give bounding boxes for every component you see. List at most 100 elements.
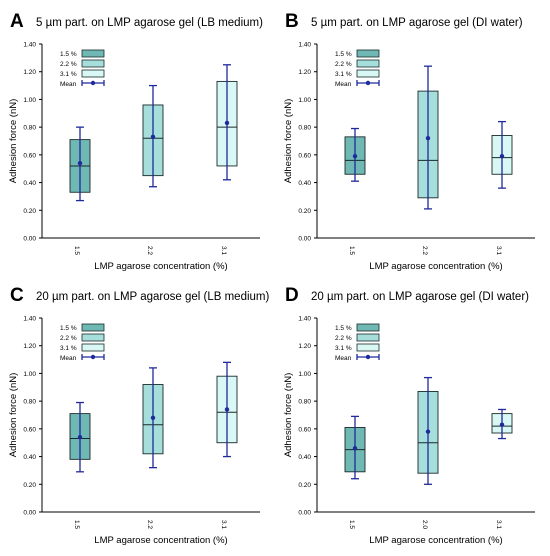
legend-swatch xyxy=(356,333,380,342)
y-tick-label: 1.40 xyxy=(23,42,36,49)
legend-label: 2.2 % xyxy=(60,335,77,342)
box-1-5 xyxy=(69,401,91,473)
legend-label: 2.2 % xyxy=(335,61,352,68)
y-tick-label: 1.40 xyxy=(23,316,36,323)
mean-point xyxy=(499,154,505,159)
x-tick-label: 2.0 xyxy=(421,520,428,529)
y-tick-label: 0.40 xyxy=(298,180,311,187)
y-tick-label: 0.00 xyxy=(298,236,311,243)
x-tick-label: 3.1 xyxy=(220,246,227,255)
box-2-2 xyxy=(142,367,164,469)
y-tick-label: 0.60 xyxy=(23,426,36,433)
chart-title: 5 µm part. on LMP agarose gel (LB medium… xyxy=(36,17,263,29)
y-axis-label: Adhesion force (nN) xyxy=(8,99,19,183)
mean-point xyxy=(77,160,83,166)
legend-swatch xyxy=(81,343,105,352)
panel-a: A 5 µm part. on LMP agarose gel (LB mediu… xyxy=(8,11,263,272)
box-2-2 xyxy=(417,65,439,210)
x-axis-label: LMP agarose concentration (%) xyxy=(94,535,227,546)
legend-swatch xyxy=(81,323,105,332)
x-tick-label: 1.5 xyxy=(348,520,355,529)
y-tick-label: 0.80 xyxy=(23,125,36,132)
x-tick-label: 2.2 xyxy=(421,246,428,255)
mean-point xyxy=(150,134,156,140)
panel-letter: C xyxy=(10,285,24,306)
x-tick-label: 3.1 xyxy=(495,520,502,529)
mean-point xyxy=(224,120,230,126)
panel-letter: A xyxy=(10,11,24,32)
legend-mean-point xyxy=(90,354,96,360)
legend-mean-point xyxy=(365,80,371,86)
y-tick-label: 0.60 xyxy=(298,426,311,433)
y-tick-label: 1.20 xyxy=(298,343,311,350)
x-tick-label: 3.1 xyxy=(220,520,227,529)
y-tick-label: 0.00 xyxy=(298,510,311,517)
mean-point xyxy=(150,415,156,420)
y-tick-label: 1.00 xyxy=(298,371,311,378)
x-tick-label: 1.5 xyxy=(73,520,80,529)
mean-point xyxy=(499,422,505,427)
mean-point xyxy=(425,136,431,141)
y-tick-label: 0.20 xyxy=(298,482,311,489)
chart-title: 20 µm part. on LMP agarose gel (DI water… xyxy=(311,291,529,303)
panel-c: C 20 µm part. on LMP agarose gel (LB medi… xyxy=(8,285,270,546)
mean-point xyxy=(352,154,358,159)
y-tick-label: 0.00 xyxy=(23,236,36,243)
legend-swatch xyxy=(81,49,105,58)
y-tick-label: 1.00 xyxy=(298,97,311,104)
x-tick-label: 1.5 xyxy=(73,246,80,255)
legend-swatch xyxy=(356,323,380,332)
y-tick-label: 1.00 xyxy=(23,97,36,104)
y-tick-label: 0.20 xyxy=(23,482,36,489)
legend-swatch xyxy=(81,333,105,342)
legend-swatch xyxy=(356,69,380,78)
legend-label: 3.1 % xyxy=(60,71,77,78)
y-tick-label: 0.40 xyxy=(298,454,311,461)
mean-point xyxy=(77,434,83,440)
box-2-0 xyxy=(417,376,439,485)
x-axis-label: LMP agarose concentration (%) xyxy=(94,261,227,272)
legend-swatch xyxy=(356,49,380,58)
mean-point xyxy=(425,429,431,434)
legend-swatch xyxy=(81,69,105,78)
legend-swatch xyxy=(81,59,105,68)
legend-label: 3.1 % xyxy=(335,71,352,78)
y-tick-label: 1.20 xyxy=(23,69,36,76)
y-tick-label: 0.60 xyxy=(23,152,36,159)
chart-title: 20 µm part. on LMP agarose gel (LB mediu… xyxy=(36,291,270,303)
x-axis-label: LMP agarose concentration (%) xyxy=(369,535,502,546)
box-1-5 xyxy=(344,415,366,480)
legend-label: 2.2 % xyxy=(60,61,77,68)
y-axis-label: Adhesion force (nN) xyxy=(8,373,19,457)
x-tick-label: 1.5 xyxy=(348,246,355,255)
legend-label: 1.5 % xyxy=(335,51,352,58)
legend-mean-point xyxy=(90,80,96,86)
y-axis-label: Adhesion force (nN) xyxy=(283,373,294,457)
legend-label: Mean xyxy=(60,81,77,88)
x-tick-label: 2.2 xyxy=(146,246,153,255)
box-2-2 xyxy=(142,84,164,188)
legend-label: Mean xyxy=(335,81,352,88)
legend-label: Mean xyxy=(335,355,352,362)
legend-swatch xyxy=(356,59,380,68)
legend-label: 2.2 % xyxy=(335,335,352,342)
legend-label: 3.1 % xyxy=(60,345,77,352)
y-tick-label: 0.00 xyxy=(23,510,36,517)
box-1-5 xyxy=(344,127,366,182)
y-tick-label: 1.40 xyxy=(298,42,311,49)
y-tick-label: 1.40 xyxy=(298,316,311,323)
y-tick-label: 0.60 xyxy=(298,152,311,159)
y-tick-label: 1.20 xyxy=(298,69,311,76)
x-tick-label: 2.2 xyxy=(146,520,153,529)
legend-label: 3.1 % xyxy=(335,345,352,352)
box-3-1 xyxy=(216,361,238,458)
box-3-1 xyxy=(216,64,238,181)
panel-letter: D xyxy=(285,285,299,306)
mean-point xyxy=(352,446,358,451)
legend-label: Mean xyxy=(60,355,77,362)
y-tick-label: 0.80 xyxy=(298,399,311,406)
y-tick-label: 0.80 xyxy=(23,399,36,406)
panel-letter: B xyxy=(285,11,299,32)
box-1-5 xyxy=(69,126,91,202)
